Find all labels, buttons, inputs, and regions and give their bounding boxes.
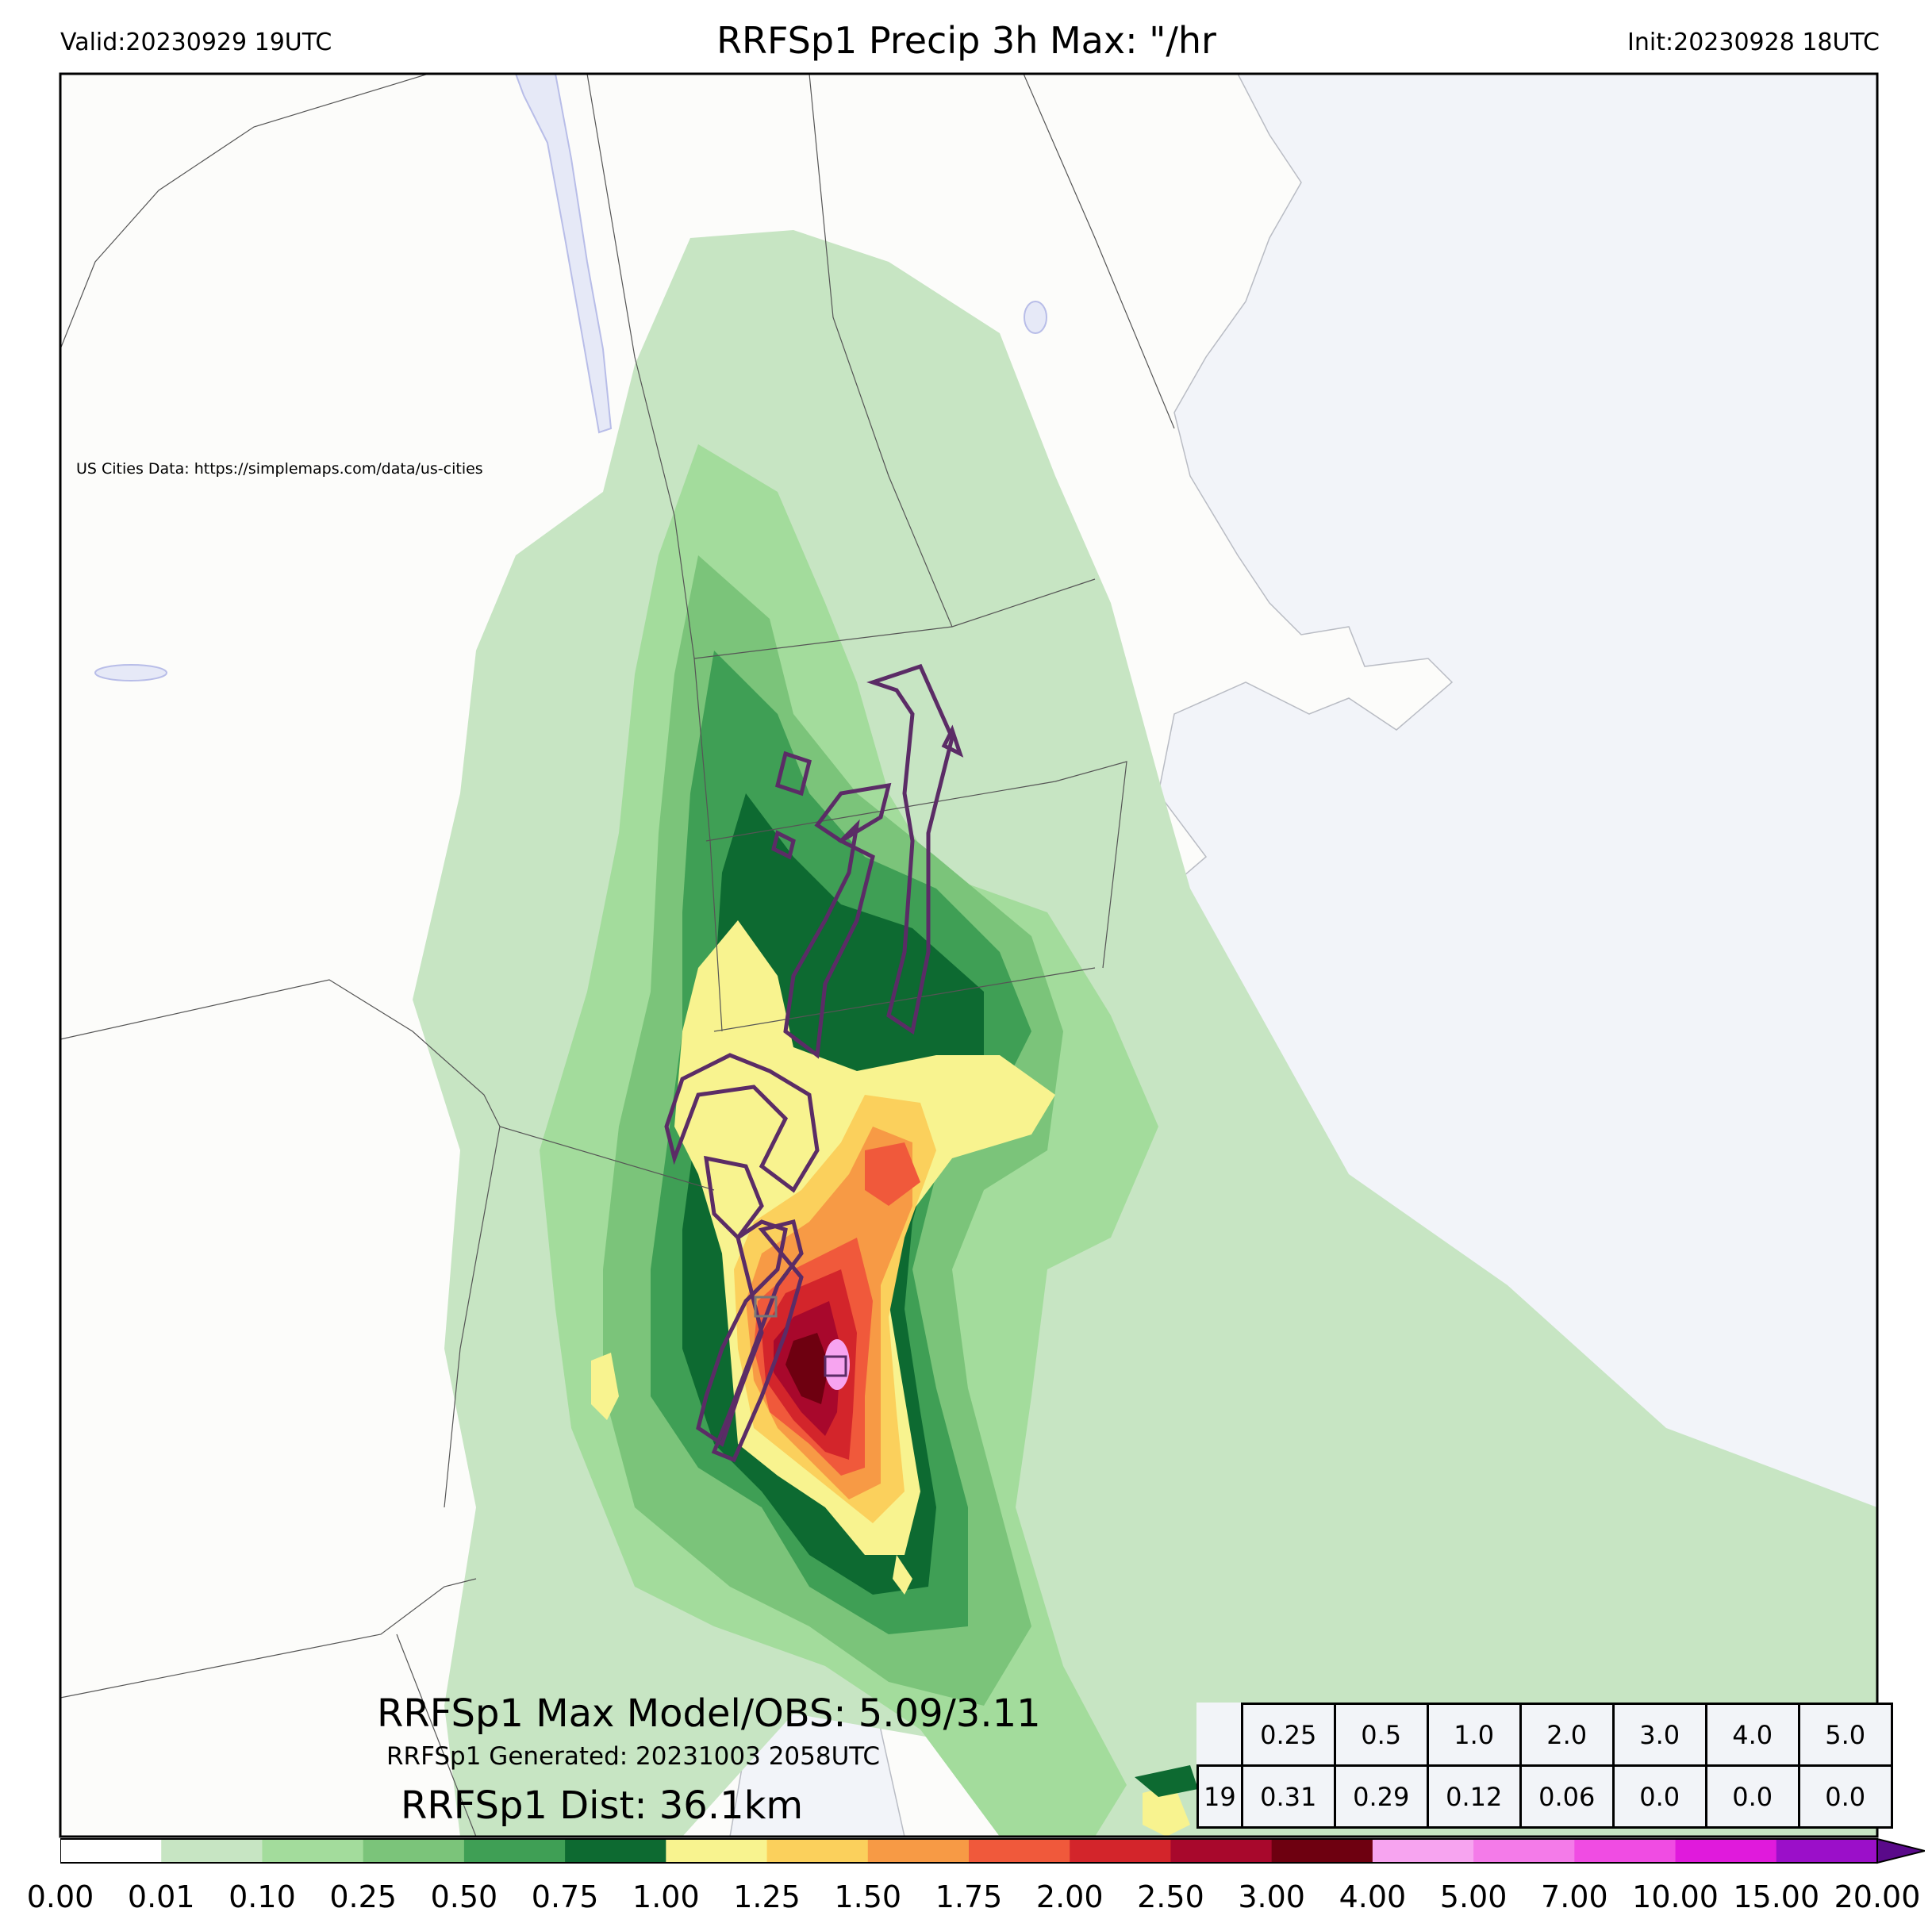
colorbar-swatch xyxy=(867,1839,970,1863)
colorbar-tick-label: 0.25 xyxy=(329,1879,397,1914)
value-cell: 0.12 xyxy=(1426,1764,1522,1829)
threshold-cell: 0.5 xyxy=(1333,1703,1429,1767)
colorbar-ticks: 0.00 0.01 0.10 0.25 0.50 0.75 1.00 1.25 1.50 1.75… xyxy=(27,1873,1921,1921)
threshold-cell: 1.0 xyxy=(1426,1703,1522,1767)
colorbar-swatch xyxy=(1675,1839,1777,1863)
value-row: 19 0.31 0.29 0.12 0.06 0.0 0.0 0.0 xyxy=(1196,1764,1893,1829)
colorbar-tick-label: 5.00 xyxy=(1439,1879,1508,1914)
init-time-label: Init:20230928 18UTC xyxy=(1627,29,1880,56)
colorbar-swatch xyxy=(766,1839,869,1863)
threshold-cell: 2.0 xyxy=(1519,1703,1615,1767)
colorbar-swatch xyxy=(60,1839,162,1863)
chart-title: RRFSp1 Precip 3h Max: "/hr xyxy=(716,19,1216,62)
map-frame xyxy=(59,72,1879,1838)
colorbar-swatch xyxy=(262,1839,364,1863)
colorbar-tick-label: 1.75 xyxy=(935,1879,1003,1914)
colorbar-swatch xyxy=(1473,1839,1575,1863)
colorbar-tick-label: 0.10 xyxy=(229,1879,296,1914)
colorbar-swatch xyxy=(666,1839,768,1863)
colorbar-swatch xyxy=(161,1839,263,1863)
colorbar-tick-label: 20.00 xyxy=(1834,1879,1921,1914)
colorbar-tick-label: 1.25 xyxy=(733,1879,801,1914)
colorbar-swatch xyxy=(1271,1839,1373,1863)
colorbar-tick-label: 0.75 xyxy=(531,1879,599,1914)
obs-marker xyxy=(754,1296,778,1318)
threshold-row: 0.25 0.5 1.0 2.0 3.0 4.0 5.0 xyxy=(1198,1703,1893,1767)
colorbar-tick-label: 2.50 xyxy=(1137,1879,1204,1914)
lake-small xyxy=(94,664,167,681)
valid-time-label: Valid:20230929 19UTC xyxy=(60,29,332,56)
threshold-cell: 0.25 xyxy=(1240,1703,1336,1767)
max-model-obs-label: RRFSp1 Max Model/OBS: 5.09/3.11 xyxy=(377,1691,1041,1736)
value-cell: 0.0 xyxy=(1611,1764,1707,1829)
value-cell: 0.0 xyxy=(1797,1764,1893,1829)
colorbar-frame xyxy=(60,1838,1878,1864)
colorbar-tick-label: 4.00 xyxy=(1339,1879,1407,1914)
colorbar-swatch xyxy=(1070,1839,1171,1863)
colorbar-tick-label: 1.00 xyxy=(632,1879,700,1914)
precip-field xyxy=(413,230,1877,1837)
colorbar-tick-label: 0.00 xyxy=(26,1879,94,1914)
colorbar: 0.00 0.01 0.10 0.25 0.50 0.75 1.00 1.25 1.50 1.75… xyxy=(27,1837,1926,1921)
colorbar-tick-label: 7.00 xyxy=(1541,1879,1608,1914)
lake-small xyxy=(1024,301,1047,334)
colorbar-tick-label: 2.00 xyxy=(1035,1879,1104,1914)
model-max-marker xyxy=(824,1355,847,1377)
threshold-cell: 4.0 xyxy=(1704,1703,1800,1767)
colorbar-swatch xyxy=(969,1839,1070,1863)
colorbar-tick-label: 0.01 xyxy=(127,1879,195,1914)
value-cell: 0.31 xyxy=(1240,1764,1336,1829)
obs-contours xyxy=(664,663,964,1463)
generated-label: RRFSp1 Generated: 20231003 2058UTC xyxy=(386,1742,881,1771)
colorbar-swatch xyxy=(1372,1839,1474,1863)
value-cell: 0.0 xyxy=(1704,1764,1800,1829)
row-label-cell: 19 xyxy=(1196,1764,1243,1829)
colorbar-tick-label: 0.50 xyxy=(430,1879,498,1914)
value-cell: 0.06 xyxy=(1519,1764,1615,1829)
value-cell: 0.29 xyxy=(1333,1764,1429,1829)
threshold-table: 0.25 0.5 1.0 2.0 3.0 4.0 5.0 19 0.31 0.2… xyxy=(1196,1703,1893,1829)
colorbar-tick-label: 15.00 xyxy=(1733,1879,1820,1914)
colorbar-extend-arrow xyxy=(1876,1837,1926,1864)
data-credit: US Cities Data: https://simplemaps.com/d… xyxy=(76,460,483,478)
state-borders xyxy=(60,74,1175,1837)
colorbar-swatch xyxy=(565,1839,666,1863)
threshold-cell: 5.0 xyxy=(1797,1703,1893,1767)
distance-label: RRFSp1 Dist: 36.1km xyxy=(401,1783,804,1828)
lake-champlain xyxy=(514,74,613,434)
colorbar-swatch xyxy=(363,1839,465,1863)
colorbar-swatch xyxy=(1170,1839,1273,1863)
colorbar-swatch xyxy=(1574,1839,1677,1863)
colorbar-tick-label: 3.00 xyxy=(1238,1879,1305,1914)
threshold-cell: 3.0 xyxy=(1611,1703,1707,1767)
colorbar-swatch xyxy=(463,1839,566,1863)
colorbar-tick-label: 10.00 xyxy=(1632,1879,1719,1914)
table-corner-cell xyxy=(1198,1704,1243,1766)
colorbar-swatch xyxy=(1776,1839,1878,1863)
colorbar-bar xyxy=(60,1837,1926,1864)
colorbar-tick-label: 1.50 xyxy=(834,1879,902,1914)
